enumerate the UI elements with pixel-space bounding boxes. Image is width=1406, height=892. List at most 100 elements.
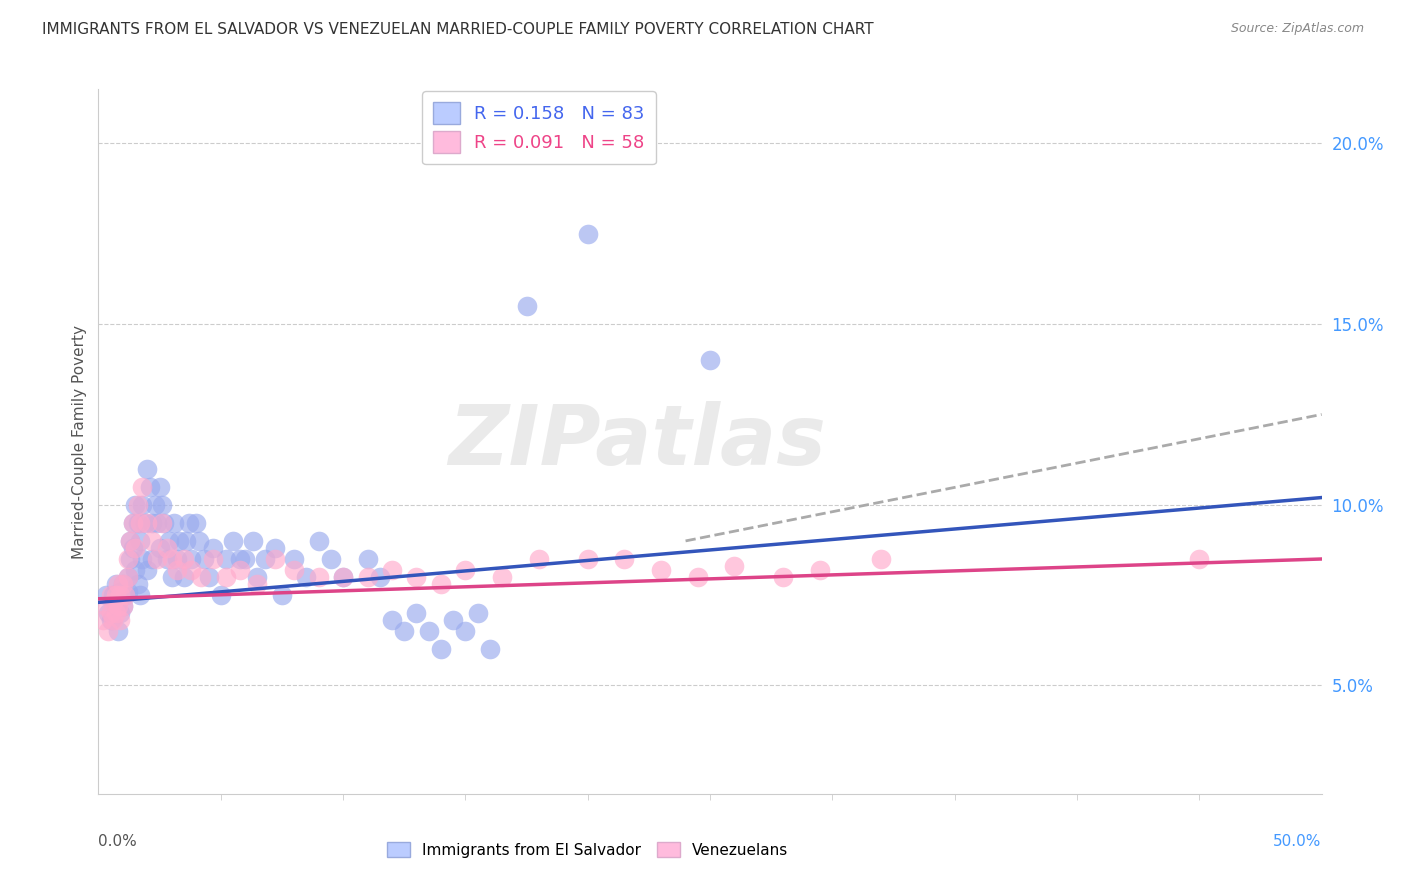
Point	[129, 533, 152, 548]
Point	[97, 606, 120, 620]
Point	[129, 516, 152, 530]
Point	[100, 588, 122, 602]
Point	[356, 570, 378, 584]
Point	[253, 552, 276, 566]
Point	[576, 552, 599, 566]
Point	[173, 552, 195, 566]
Point	[405, 606, 427, 620]
Point	[117, 552, 139, 566]
Point	[94, 588, 117, 602]
Point	[478, 642, 501, 657]
Point	[110, 606, 132, 620]
Text: 0.0%: 0.0%	[98, 834, 138, 849]
Point	[167, 533, 190, 548]
Point	[392, 624, 416, 639]
Point	[283, 563, 305, 577]
Point	[190, 570, 212, 584]
Point	[246, 570, 269, 584]
Point	[110, 584, 132, 599]
Point	[94, 599, 117, 613]
Point	[270, 588, 294, 602]
Point	[149, 541, 172, 556]
Point	[214, 570, 236, 584]
Point	[97, 624, 120, 639]
Point	[111, 599, 134, 613]
Legend: Immigrants from El Salvador, Venezuelans: Immigrants from El Salvador, Venezuelans	[381, 836, 794, 863]
Point	[157, 533, 180, 548]
Point	[180, 552, 202, 566]
Point	[308, 533, 330, 548]
Point	[699, 353, 721, 368]
Point	[111, 577, 134, 591]
Point	[193, 552, 215, 566]
Point	[163, 516, 186, 530]
Point	[121, 516, 143, 530]
Point	[150, 498, 173, 512]
Point	[131, 552, 153, 566]
Point	[139, 480, 162, 494]
Point	[136, 461, 159, 475]
Point	[186, 516, 208, 530]
Point	[104, 588, 127, 602]
Point	[100, 606, 122, 620]
Point	[166, 552, 188, 566]
Point	[180, 563, 202, 577]
Point	[430, 642, 453, 657]
Point	[650, 563, 672, 577]
Point	[214, 552, 236, 566]
Y-axis label: Married-Couple Family Poverty: Married-Couple Family Poverty	[72, 325, 87, 558]
Point	[173, 570, 195, 584]
Point	[101, 588, 124, 602]
Text: ZIPatlas: ZIPatlas	[447, 401, 825, 482]
Point	[176, 533, 198, 548]
Point	[131, 480, 153, 494]
Point	[127, 498, 149, 512]
Point	[229, 563, 252, 577]
Point	[124, 563, 146, 577]
Point	[381, 614, 404, 628]
Point	[576, 227, 599, 241]
Point	[117, 570, 139, 584]
Point	[124, 541, 146, 556]
Point	[197, 570, 219, 584]
Point	[263, 552, 285, 566]
Point	[870, 552, 893, 566]
Point	[114, 588, 136, 602]
Point	[143, 498, 166, 512]
Point	[686, 570, 709, 584]
Point	[114, 588, 136, 602]
Point	[177, 516, 200, 530]
Point	[141, 533, 163, 548]
Point	[111, 599, 134, 613]
Text: Source: ZipAtlas.com: Source: ZipAtlas.com	[1230, 22, 1364, 36]
Point	[153, 516, 176, 530]
Point	[100, 614, 122, 628]
Text: 50.0%: 50.0%	[1274, 834, 1322, 849]
Point	[160, 570, 183, 584]
Point	[146, 552, 169, 566]
Point	[295, 570, 318, 584]
Point	[121, 516, 143, 530]
Point	[146, 516, 169, 530]
Point	[308, 570, 330, 584]
Point	[131, 498, 153, 512]
Point	[141, 552, 163, 566]
Point	[141, 516, 163, 530]
Point	[202, 552, 225, 566]
Point	[104, 577, 127, 591]
Point	[120, 552, 142, 566]
Point	[527, 552, 550, 566]
Point	[332, 570, 354, 584]
Point	[120, 533, 142, 548]
Point	[110, 588, 132, 602]
Point	[166, 563, 188, 577]
Point	[808, 563, 831, 577]
Point	[467, 606, 489, 620]
Point	[101, 614, 124, 628]
Point	[430, 577, 453, 591]
Point	[104, 606, 127, 620]
Point	[319, 552, 342, 566]
Point	[772, 570, 794, 584]
Point	[110, 614, 132, 628]
Point	[160, 552, 183, 566]
